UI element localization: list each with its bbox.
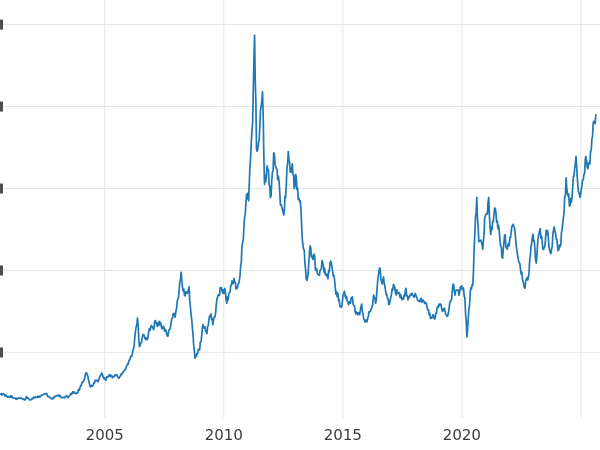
y-tick-label-fragment — [0, 101, 3, 112]
x-axis-tick-label: 2010 — [205, 426, 243, 444]
y-tick-label-fragment — [0, 347, 3, 358]
x-axis-tick-labels: 2005 2010 2015 2020 — [86, 426, 481, 444]
price-line — [0, 34, 597, 401]
x-axis-tick-label: 2020 — [443, 426, 481, 444]
x-axis-tick-label: 2015 — [324, 426, 362, 444]
y-tick-label-fragment — [0, 183, 3, 194]
y-tick-label-fragment — [0, 19, 3, 30]
y-tick-label-fragment — [0, 265, 3, 276]
x-axis-tick-label: 2005 — [86, 426, 124, 444]
y-axis-cropped-tick-remnants — [0, 19, 3, 358]
gridlines — [0, 0, 600, 418]
